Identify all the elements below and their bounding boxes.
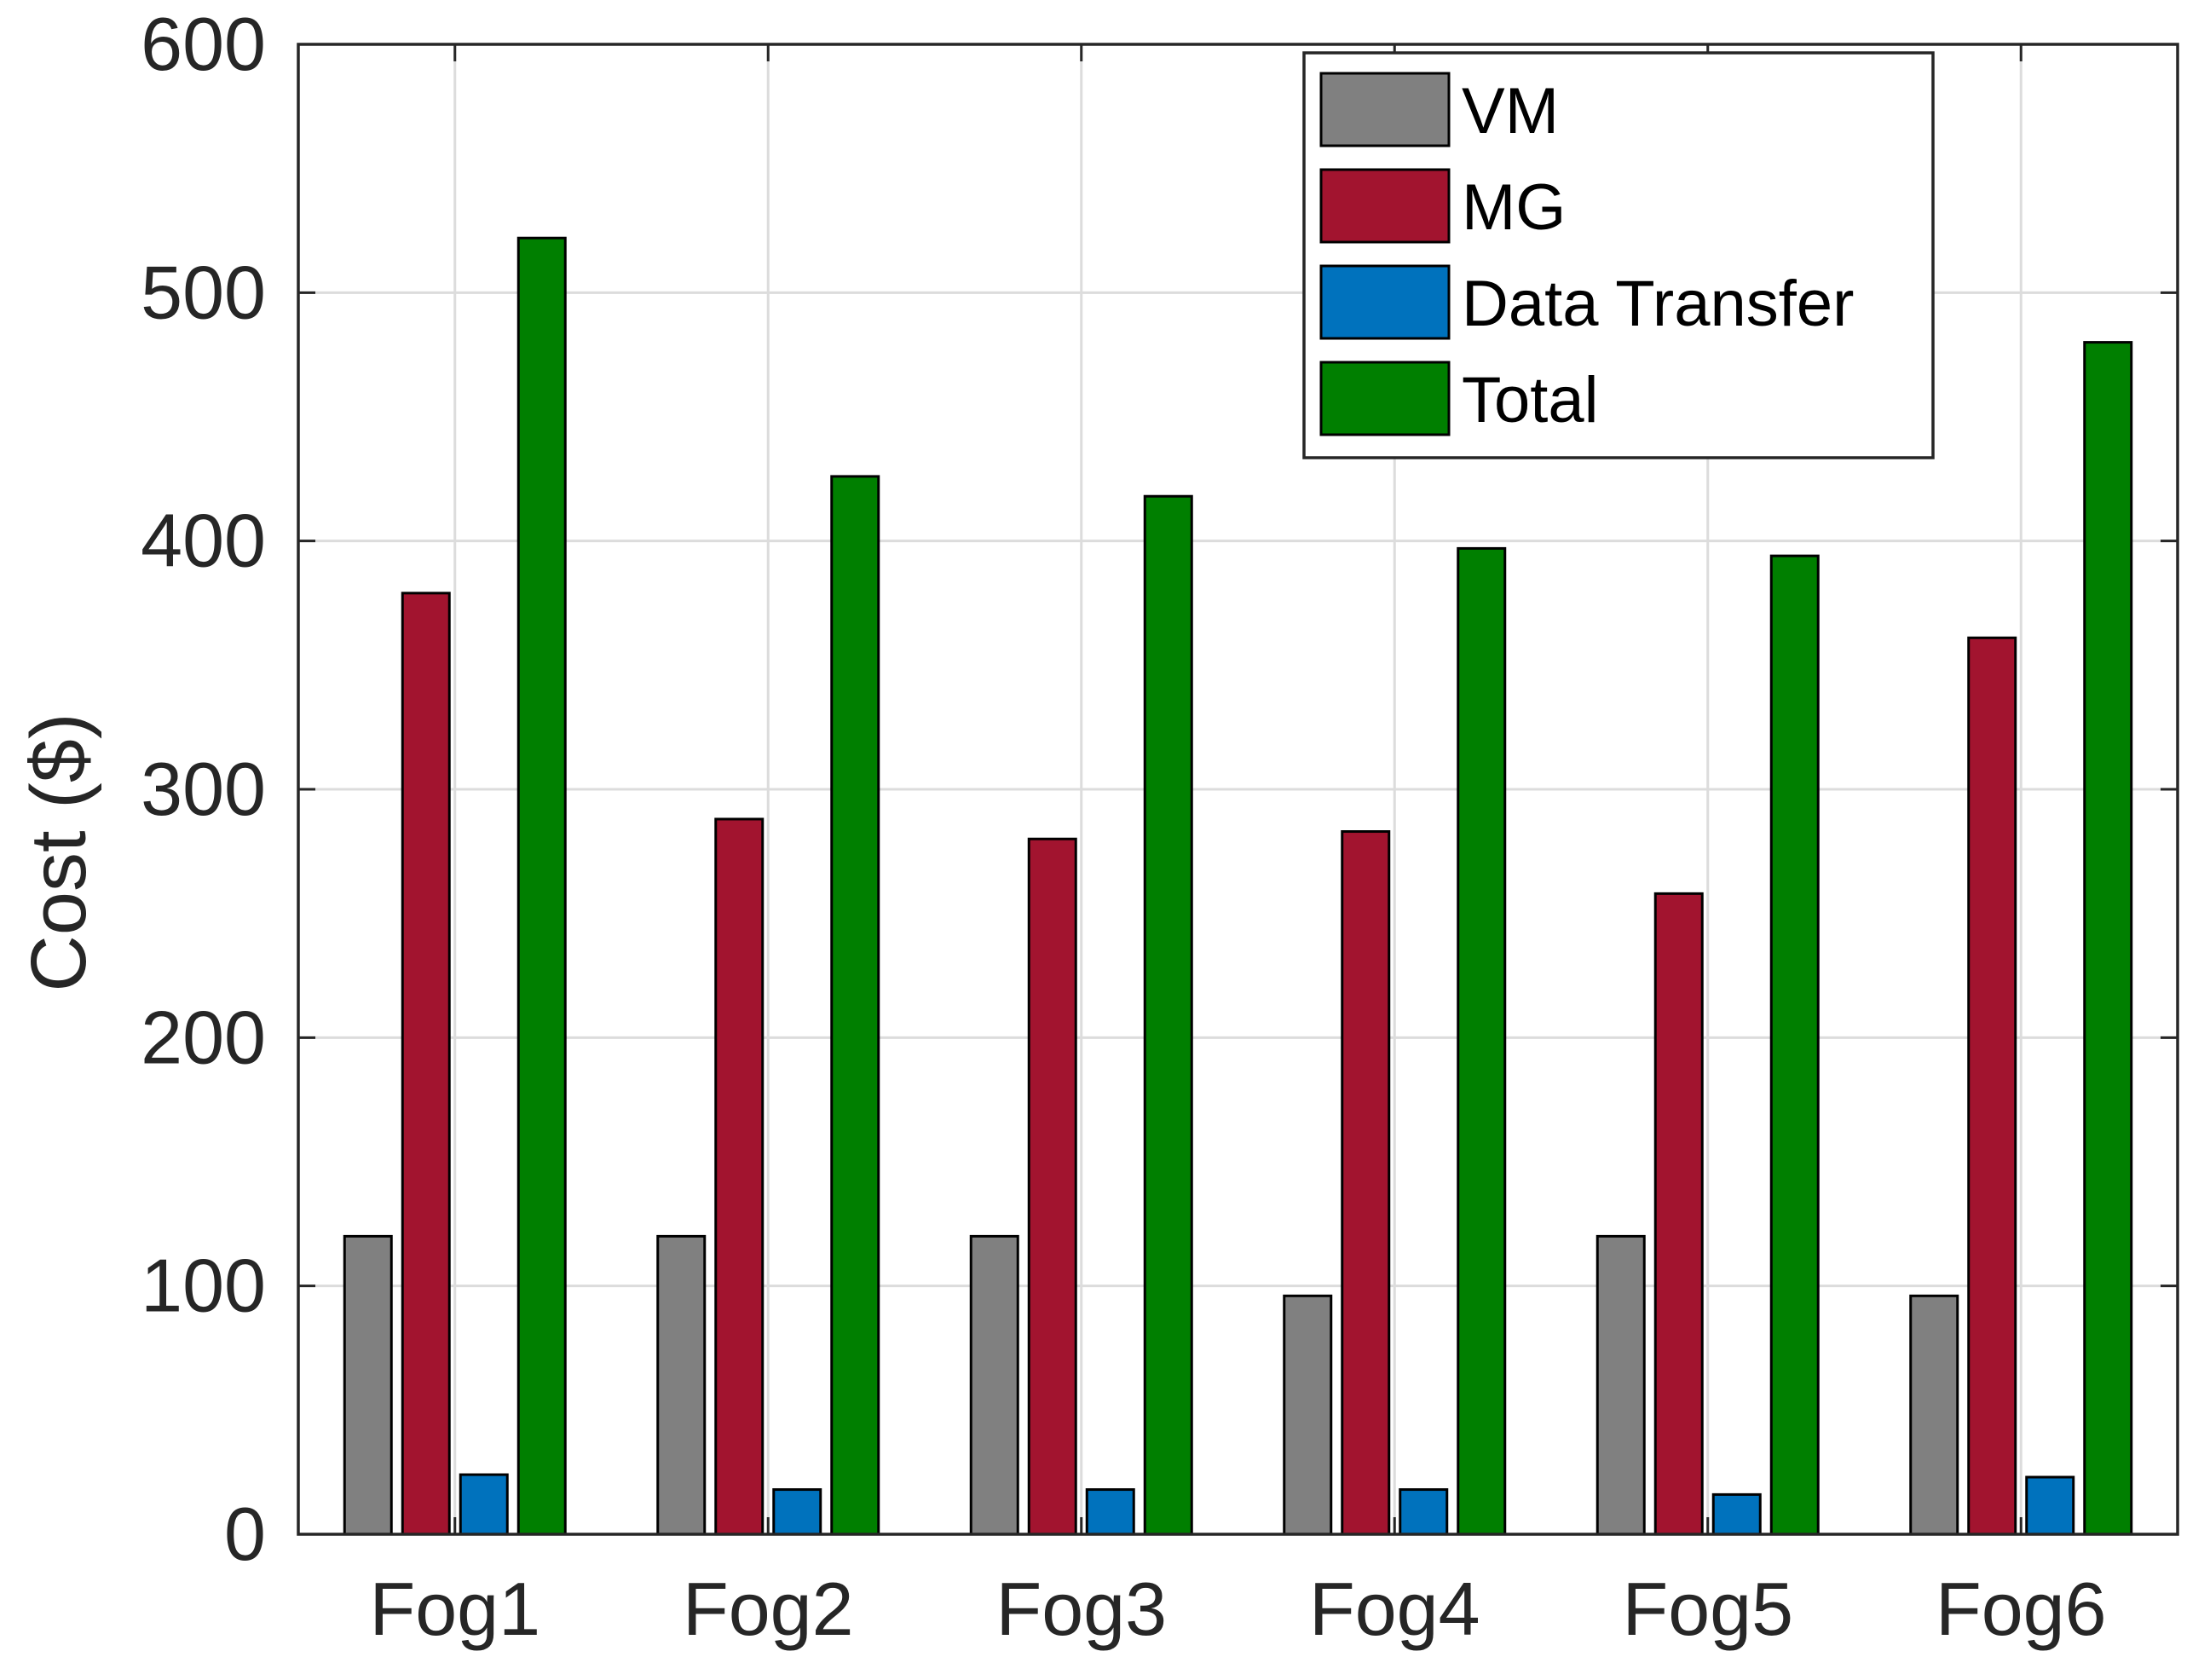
bar — [1711, 1492, 1762, 1536]
x-tick-label: Fog1 — [369, 1567, 540, 1651]
bar — [1967, 636, 2017, 1536]
bar — [459, 1473, 509, 1536]
legend-label: VM — [1462, 75, 1559, 147]
bar — [343, 1234, 393, 1536]
x-tick-label: Fog4 — [1309, 1567, 1480, 1651]
bar — [516, 236, 567, 1536]
bar — [1653, 892, 1704, 1536]
x-tick-label: Fog2 — [683, 1567, 854, 1651]
bar — [656, 1234, 707, 1536]
y-tick-label: 300 — [141, 747, 266, 831]
y-tick-label: 100 — [141, 1244, 266, 1328]
bar — [2025, 1475, 2075, 1536]
legend-label: Data Transfer — [1462, 268, 1854, 340]
legend: VM MG Data Transfer Total — [1302, 51, 1935, 459]
bar — [1341, 830, 1391, 1536]
bar — [1457, 546, 1507, 1536]
bar — [1909, 1294, 1959, 1536]
bar — [714, 817, 765, 1536]
bar — [1027, 837, 1077, 1536]
y-tick-labels: 0 100 200 300 400 500 600 — [141, 2, 266, 1576]
y-tick-label: 600 — [141, 2, 266, 86]
legend-swatch — [1319, 168, 1451, 244]
bar — [1085, 1488, 1135, 1536]
x-tick-label: Fog3 — [995, 1567, 1167, 1651]
legend-label: MG — [1462, 171, 1566, 244]
x-tick-label: Fog5 — [1622, 1567, 1793, 1651]
bar — [1283, 1294, 1333, 1536]
x-tick-labels: Fog1 Fog2 Fog3 Fog4 Fog5 Fog6 — [369, 1567, 2106, 1651]
bar — [830, 475, 880, 1536]
y-tick-label: 200 — [141, 995, 266, 1079]
y-axis-label: Cost ($) — [15, 713, 102, 991]
bar — [1143, 494, 1193, 1536]
bar — [401, 592, 451, 1536]
bar — [969, 1234, 1019, 1536]
legend-swatch — [1319, 72, 1451, 147]
legend-swatch — [1319, 361, 1451, 436]
bar — [2083, 341, 2133, 1536]
bar — [1769, 554, 1820, 1536]
legend-label: Total — [1462, 364, 1599, 436]
y-tick-label: 0 — [224, 1492, 266, 1576]
x-tick-label: Fog6 — [1936, 1567, 2107, 1651]
bar — [772, 1488, 822, 1536]
bar — [1399, 1488, 1449, 1536]
bars — [343, 236, 2133, 1536]
y-tick-label: 400 — [141, 499, 266, 583]
y-tick-label: 500 — [141, 250, 266, 334]
legend-swatch — [1319, 264, 1451, 340]
bar — [1595, 1234, 1646, 1536]
